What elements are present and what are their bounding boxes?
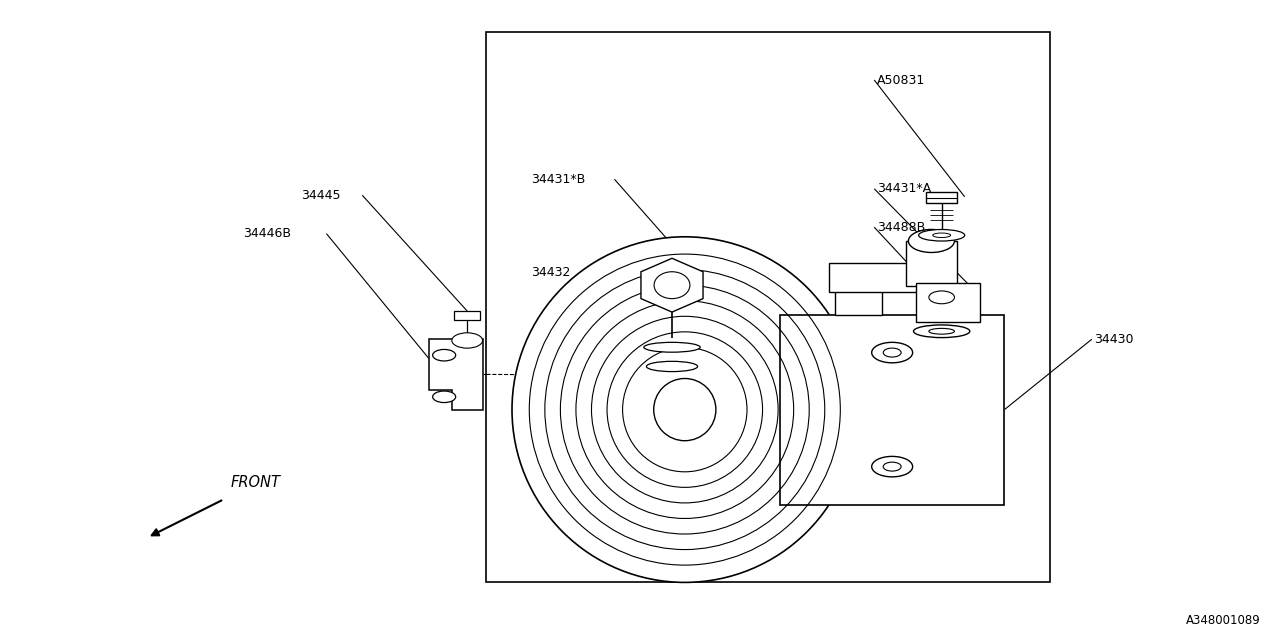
Bar xyxy=(906,241,957,285)
Text: 34445: 34445 xyxy=(301,189,340,202)
Ellipse shape xyxy=(914,325,970,338)
Ellipse shape xyxy=(433,391,456,403)
Polygon shape xyxy=(641,259,703,312)
Bar xyxy=(780,315,1005,504)
Text: 34431*B: 34431*B xyxy=(531,173,585,186)
Ellipse shape xyxy=(512,237,858,582)
Text: 34430: 34430 xyxy=(1094,333,1134,346)
Text: 34432: 34432 xyxy=(531,266,571,278)
Bar xyxy=(836,279,882,315)
Text: 34431*A: 34431*A xyxy=(877,182,931,195)
Bar xyxy=(916,284,980,322)
Bar xyxy=(486,32,1050,582)
Bar xyxy=(829,264,919,292)
Polygon shape xyxy=(429,339,483,410)
Bar xyxy=(927,192,957,204)
Ellipse shape xyxy=(929,328,955,334)
Ellipse shape xyxy=(883,348,901,357)
Text: A50831: A50831 xyxy=(877,74,925,86)
Text: A348001089: A348001089 xyxy=(1187,614,1261,627)
Ellipse shape xyxy=(929,291,955,304)
Ellipse shape xyxy=(654,272,690,299)
Ellipse shape xyxy=(909,230,955,252)
Ellipse shape xyxy=(872,456,913,477)
Text: FRONT: FRONT xyxy=(230,475,280,490)
Ellipse shape xyxy=(646,362,698,372)
Ellipse shape xyxy=(433,349,456,361)
Ellipse shape xyxy=(654,378,716,441)
Bar xyxy=(454,311,480,320)
Ellipse shape xyxy=(872,342,913,363)
Ellipse shape xyxy=(883,462,901,471)
Ellipse shape xyxy=(933,233,951,237)
Ellipse shape xyxy=(919,230,965,241)
Ellipse shape xyxy=(644,342,700,352)
Text: 34446B: 34446B xyxy=(243,227,292,240)
Text: 34488B: 34488B xyxy=(877,221,925,234)
Ellipse shape xyxy=(452,333,483,348)
